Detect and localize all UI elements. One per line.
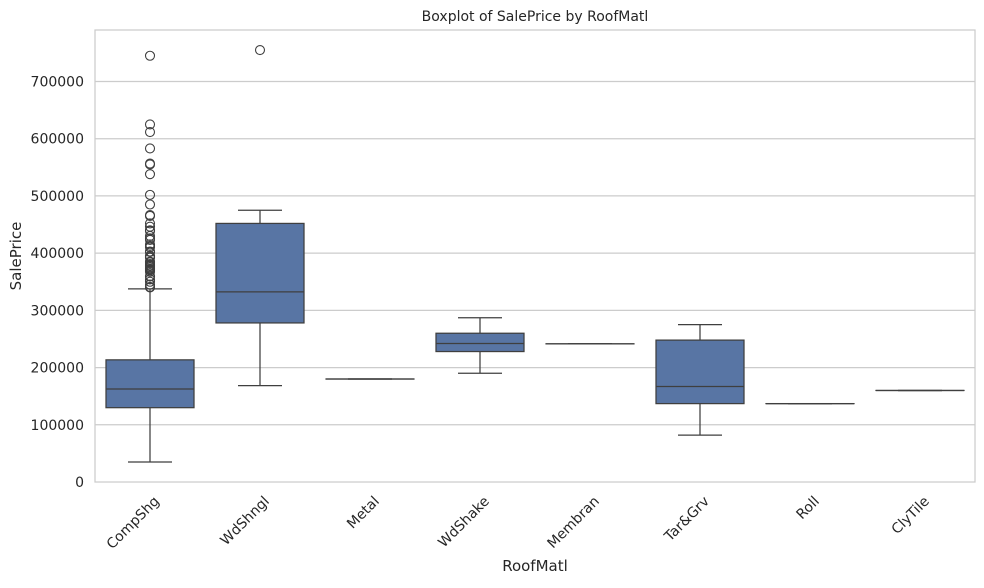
box-group xyxy=(106,51,194,462)
x-tick-label: WdShake xyxy=(435,494,492,551)
box-group xyxy=(436,318,524,373)
y-tick-label: 700000 xyxy=(31,74,84,90)
box-iqr xyxy=(106,360,194,408)
x-axis-label: RoofMatl xyxy=(502,557,568,575)
box-iqr xyxy=(436,333,524,351)
y-tick-labels: 0 100000 200000 300000 400000 500000 600000 700… xyxy=(31,74,84,491)
outlier-point xyxy=(146,200,155,209)
outlier-point xyxy=(256,46,265,55)
x-tick-label: ClyTile xyxy=(889,494,933,538)
outlier-point xyxy=(146,190,155,199)
x-tick-label: Tar&Grv xyxy=(661,494,713,546)
outlier-point xyxy=(146,144,155,153)
box-iqr xyxy=(216,223,304,323)
y-tick-label: 0 xyxy=(75,475,84,491)
y-tick-label: 600000 xyxy=(31,132,84,148)
box-iqr xyxy=(656,340,744,404)
x-tick-label: CompShg xyxy=(104,494,163,553)
outlier-point xyxy=(146,170,155,179)
y-tick-label: 200000 xyxy=(31,361,84,377)
chart-title: Boxplot of SalePrice by RoofMatl xyxy=(422,9,649,25)
y-tick-label: 300000 xyxy=(31,303,84,319)
y-tick-label: 100000 xyxy=(31,418,84,434)
x-tick-label: Metal xyxy=(344,494,383,533)
x-tick-labels: CompShg WdShngl Metal WdShake Membran Tar&Grv… xyxy=(104,494,933,553)
outlier-point xyxy=(146,51,155,60)
y-tick-label: 400000 xyxy=(31,246,84,262)
box-layer xyxy=(106,46,964,463)
x-tick-label: Membran xyxy=(545,494,603,552)
y-tick-label: 500000 xyxy=(31,189,84,205)
x-tick-label: Roll xyxy=(794,494,823,523)
box-group xyxy=(656,325,744,435)
box-group xyxy=(216,46,304,386)
y-axis-label: SalePrice xyxy=(7,222,25,291)
x-tick-label: WdShngl xyxy=(218,494,273,549)
